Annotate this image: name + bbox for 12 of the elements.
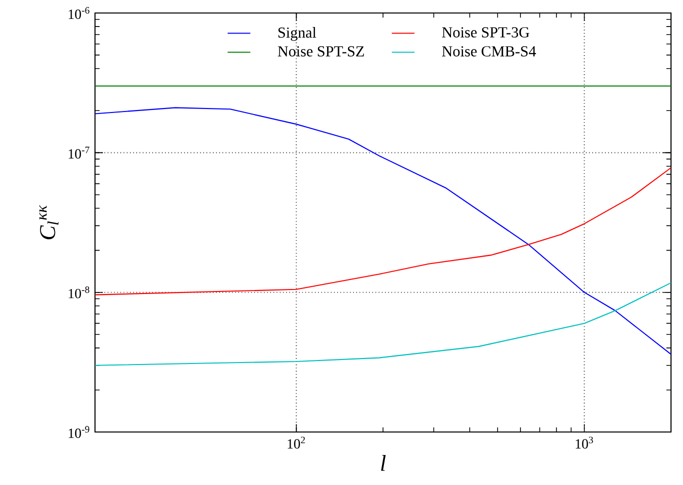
y-axis-title: C$_{l}$κκ: [39, 205, 58, 240]
y-tick-label: 10$^{-9}$: [68, 426, 90, 438]
legend-label: Noise SPT-SZ: [278, 46, 364, 56]
legend-label: Noise CMB-S4: [442, 46, 536, 56]
x-axis-title: l: [381, 455, 386, 471]
legend-label: Noise SPT-3G: [442, 27, 530, 38]
y-tick-label: 10$^{-8}$: [68, 286, 90, 298]
x-tick-label: 10$^{3}$: [576, 436, 594, 449]
y-tick-label: 10$^{-6}$: [68, 7, 90, 19]
y-tick-label: 10$^{-7}$: [68, 146, 90, 159]
x-tick-label: 10$^{2}$: [288, 436, 305, 449]
legend-label: Signal: [278, 26, 316, 41]
